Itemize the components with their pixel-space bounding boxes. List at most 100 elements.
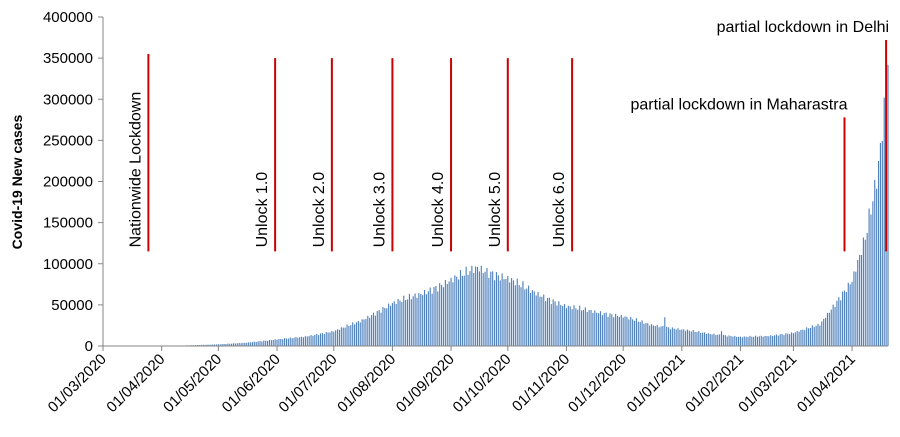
daily-bar [461,275,463,346]
daily-bar [372,312,375,346]
y-tick-label: 250000 [43,132,93,149]
daily-bar [679,329,681,346]
daily-bar [244,342,246,346]
daily-bar [355,322,358,346]
daily-bar [280,338,282,346]
daily-bar [446,283,448,346]
daily-bar [414,293,416,346]
y-tick-label: 350000 [43,50,93,67]
daily-bar [537,292,539,346]
daily-bar [412,296,414,346]
daily-bar [272,340,274,346]
daily-bar [278,339,280,346]
daily-bar [677,328,679,346]
daily-bar [480,265,482,346]
daily-bar [726,336,728,346]
daily-bar [526,288,528,346]
event-marker-label: Nationwide Lockdown [127,92,144,248]
daily-bar [685,330,687,346]
daily-bar [751,336,753,346]
daily-bar [558,301,560,346]
daily-bar [535,295,537,346]
daily-bar [582,309,585,346]
daily-bar [528,285,530,346]
daily-bar [654,326,656,346]
daily-bar [452,282,454,346]
daily-bar [533,291,535,346]
daily-bar [594,310,596,346]
daily-bar [675,329,677,346]
daily-bar [709,333,711,346]
daily-bar [700,333,702,346]
daily-bar [531,290,533,346]
daily-bar [507,275,509,346]
daily-bar [764,335,766,346]
daily-bar [442,287,445,346]
daily-bar [550,304,552,346]
daily-bar [843,290,846,346]
daily-bar [401,302,403,346]
daily-bar [717,334,719,346]
daily-bar [374,315,376,346]
daily-bar [210,344,212,346]
daily-bar [639,321,641,346]
daily-bar [738,336,740,346]
daily-bar [690,331,692,346]
daily-bar [630,316,632,346]
daily-bar [789,334,791,346]
daily-bar [441,284,443,346]
daily-bar [546,297,549,346]
daily-bar [683,329,685,346]
daily-bar [295,337,297,346]
daily-bar [864,239,866,346]
daily-bar [755,335,757,346]
daily-bar [609,313,611,346]
daily-bar [363,319,365,346]
y-tick-label: 150000 [43,215,93,232]
daily-bar [545,301,547,346]
event-marker-label: partial lockdown in Delhi [717,19,890,36]
daily-bar [221,344,223,346]
y-axis-label: Covid-19 New cases [9,114,25,249]
daily-bar [872,201,874,346]
x-tick-label: 01/03/2020 [45,351,110,416]
daily-bar [234,343,236,346]
daily-bar [420,294,422,346]
x-tick-label: 01/12/2020 [565,351,630,416]
daily-bar [444,279,446,346]
daily-bar [855,271,857,346]
daily-bar [840,300,842,346]
daily-bar [668,327,670,346]
daily-bar [560,305,562,346]
daily-bar [876,188,878,346]
daily-bar [548,297,550,346]
daily-bar [302,337,305,346]
daily-bar [719,334,721,346]
daily-bar [424,290,426,346]
daily-bar [635,318,637,346]
daily-bar [511,278,513,346]
daily-bar [325,332,327,346]
daily-bar [781,333,783,346]
daily-bar [418,293,420,346]
daily-bar [469,271,471,346]
daily-bar [371,315,373,346]
daily-bar [219,344,221,346]
daily-bar [202,344,204,346]
daily-bar [662,325,664,346]
daily-bar [246,342,248,346]
daily-bar [762,336,764,346]
daily-bar [862,237,864,346]
daily-bar [501,273,503,346]
daily-bar [529,293,532,346]
daily-bar [361,319,363,346]
daily-bar [310,335,312,346]
daily-bar [660,326,662,346]
daily-bar [758,336,760,346]
daily-bar [777,335,779,346]
daily-bar [509,282,511,346]
daily-bar [694,331,696,346]
daily-bar [431,293,433,346]
daily-bar [874,179,876,346]
daily-bar [622,317,624,346]
